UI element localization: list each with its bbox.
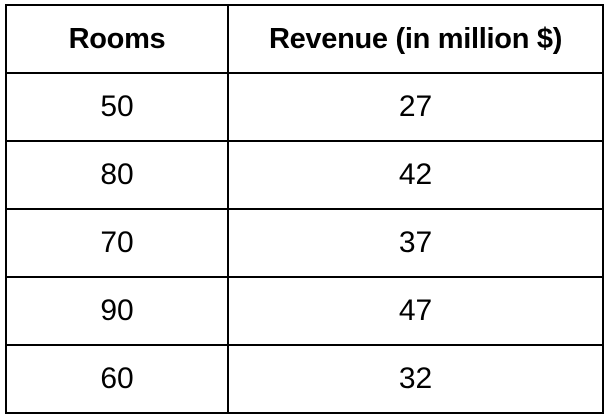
revenue-cell: 37 xyxy=(227,208,604,278)
column-header-rooms: Rooms xyxy=(5,4,229,74)
rooms-revenue-table: Rooms Revenue (in million $) 50 27 80 42… xyxy=(5,4,604,414)
table-row: 70 37 xyxy=(5,208,604,278)
revenue-cell: 47 xyxy=(227,276,604,346)
rooms-cell: 60 xyxy=(5,344,229,414)
rooms-cell: 90 xyxy=(5,276,229,346)
column-header-revenue: Revenue (in million $) xyxy=(227,4,604,74)
table-row: 50 27 xyxy=(5,72,604,142)
revenue-cell: 27 xyxy=(227,72,604,142)
revenue-cell: 32 xyxy=(227,344,604,414)
revenue-cell: 42 xyxy=(227,140,604,210)
header-row: Rooms Revenue (in million $) xyxy=(5,4,604,74)
table-row: 80 42 xyxy=(5,140,604,210)
rooms-cell: 80 xyxy=(5,140,229,210)
table-row: 60 32 xyxy=(5,344,604,414)
table-header: Rooms Revenue (in million $) xyxy=(5,4,604,74)
table-body: 50 27 80 42 70 37 90 47 60 32 xyxy=(5,72,604,414)
rooms-cell: 50 xyxy=(5,72,229,142)
rooms-cell: 70 xyxy=(5,208,229,278)
table-row: 90 47 xyxy=(5,276,604,346)
